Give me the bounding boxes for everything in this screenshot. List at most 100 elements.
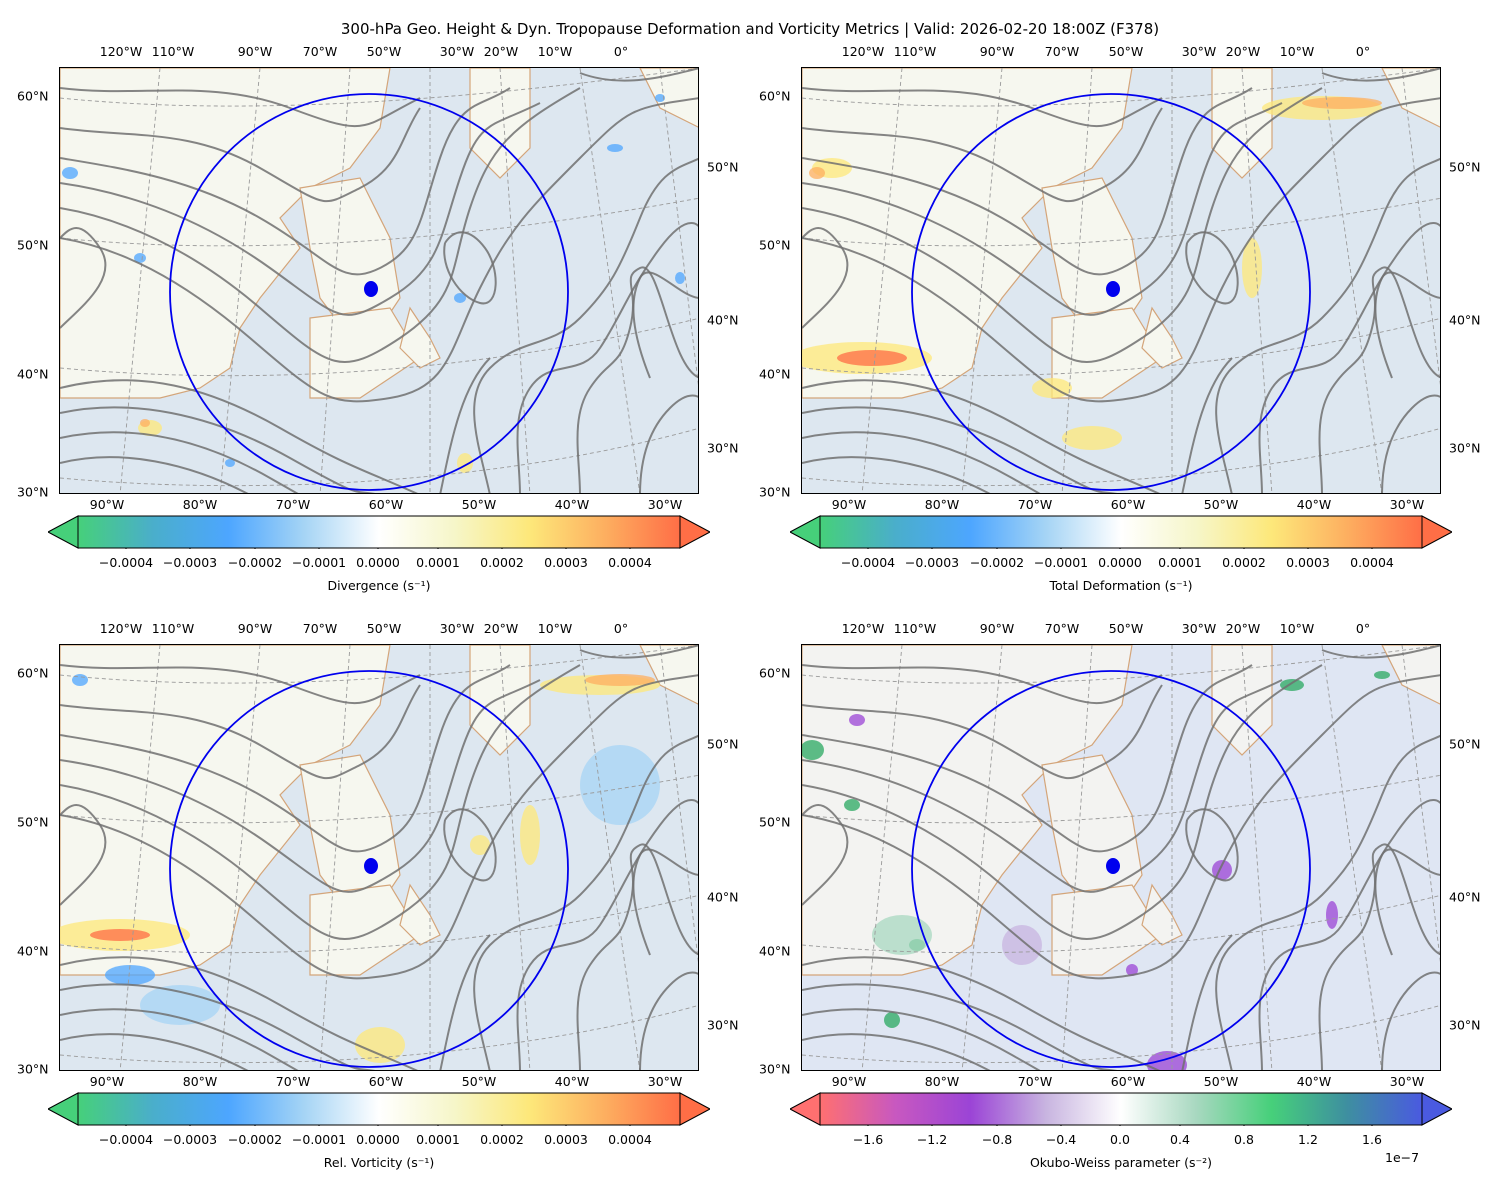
- geopotential-height-contour: [1258, 222, 1440, 493]
- field-contour-fill: [1374, 671, 1390, 679]
- geopotential-height-contour: [1258, 799, 1440, 1070]
- field-contour-fill: [1242, 238, 1262, 298]
- colorbar-tick-label: −0.0001: [291, 1132, 347, 1147]
- geopotential-height-contour: [639, 394, 698, 493]
- top-longitude-label: 10°W: [1279, 44, 1315, 59]
- field-contour-fill: [105, 965, 155, 985]
- left-latitude-label: 60°N: [759, 665, 791, 681]
- field-contour-fill: [1302, 97, 1382, 109]
- colorbar-tick-label: −0.0003: [904, 555, 960, 570]
- field-contour-fill: [1126, 964, 1138, 976]
- bottom-longitude-label: 90°W: [831, 1074, 867, 1089]
- map-panel-divergence: 120°W 110°W 90°W 70°W 50°W 30°W 20°W 10°W 0° 90°W…: [0, 0, 760, 593]
- geopotential-height-contour: [473, 157, 698, 493]
- geopotential-height-contour: [443, 808, 497, 882]
- geopotential-height-contour: [516, 799, 698, 1070]
- map-svg: [60, 645, 698, 1070]
- graticule-line: [861, 645, 903, 1070]
- colorbar-tick-label: −0.0002: [227, 1132, 283, 1147]
- graticule-line: [499, 68, 531, 493]
- colorbar-tick-label: 1.2: [1298, 1132, 1318, 1147]
- top-longitude-label: 20°W: [1225, 44, 1261, 59]
- map-svg: [802, 645, 1440, 1070]
- bottom-longitude-label: 80°W: [182, 497, 218, 512]
- geopotential-height-contour: [1181, 934, 1233, 1070]
- top-longitude-label: 10°W: [537, 621, 573, 636]
- colorbar: [48, 515, 710, 549]
- graticule-line: [60, 428, 698, 487]
- radius-circle: [169, 93, 569, 491]
- center-point-marker: [1106, 858, 1120, 874]
- top-longitude-label: 30°W: [439, 621, 475, 636]
- geopotential-height-contour: [802, 87, 1163, 128]
- bottom-longitude-label: 90°W: [831, 497, 867, 512]
- field-contour-fill: [72, 674, 88, 686]
- geopotential-height-contour: [802, 804, 849, 906]
- map-canvas[interactable]: [801, 67, 1441, 494]
- bottom-longitude-label: 60°W: [1110, 497, 1146, 512]
- graticule-line: [319, 645, 351, 1070]
- graticule-line: [60, 774, 698, 824]
- top-longitude-label: 50°W: [1108, 44, 1144, 59]
- colorbar: [790, 1092, 1452, 1126]
- geopotential-height-contour: [60, 674, 698, 980]
- top-longitude-label: 70°W: [1044, 621, 1080, 636]
- map-panel-total-deformation: 120°W 110°W 90°W 70°W 50°W 30°W 20°W 10°W 0° 90°W…: [742, 0, 1500, 593]
- geopotential-height-contour: [1181, 357, 1233, 493]
- graticule-line: [60, 895, 698, 954]
- graticule-line: [861, 68, 903, 493]
- geopotential-height-contour: [60, 1033, 249, 1070]
- geopotential-height-contour: [60, 664, 421, 705]
- coastline-land: [802, 68, 1133, 399]
- map-canvas[interactable]: [59, 644, 699, 1071]
- map-canvas[interactable]: [801, 644, 1441, 1071]
- colorbar-gradient: [819, 1092, 1423, 1126]
- right-latitude-label: 50°N: [1449, 736, 1481, 752]
- colorbar-tick-label: 0.4: [1170, 1132, 1190, 1147]
- geopotential-height-contour: [576, 843, 698, 1070]
- top-longitude-label: 120°W: [841, 621, 885, 636]
- geopotential-height-contour: [802, 456, 991, 493]
- bottom-longitude-label: 70°W: [1017, 1074, 1053, 1089]
- geopotential-height-contour: [1185, 231, 1239, 305]
- bottom-longitude-label: 40°W: [554, 497, 590, 512]
- top-longitude-label: 20°W: [483, 621, 519, 636]
- coastline-land: [60, 68, 391, 399]
- graticule-line: [961, 68, 1003, 493]
- graticule-line: [1241, 68, 1273, 493]
- geopotential-height-contour: [802, 664, 1323, 940]
- field-contour-fill: [454, 293, 466, 303]
- geopotential-height-contour: [1321, 645, 1440, 659]
- top-longitude-label: 120°W: [99, 44, 143, 59]
- map-canvas[interactable]: [59, 67, 699, 494]
- center-point-marker: [364, 858, 378, 874]
- graticule-line: [802, 428, 1440, 487]
- right-latitude-label: 30°N: [707, 440, 739, 456]
- field-contour-fill: [470, 835, 490, 855]
- colorbar-tick-label: 0.0000: [1098, 555, 1142, 570]
- graticule-line: [802, 1005, 1440, 1064]
- geopotential-height-contour: [60, 87, 511, 276]
- graticule-line: [802, 774, 1440, 824]
- top-longitude-label: 110°W: [893, 621, 937, 636]
- right-latitude-label: 40°N: [1449, 889, 1481, 905]
- field-contour-fill: [655, 94, 665, 102]
- graticule-line: [60, 318, 698, 377]
- field-contour-fill: [837, 350, 907, 366]
- bottom-longitude-label: 60°W: [368, 497, 404, 512]
- graticule-line: [219, 645, 261, 1070]
- geopotential-height-contour: [1318, 843, 1440, 1070]
- graticule-line: [802, 197, 1440, 247]
- geopotential-height-contour: [1374, 848, 1440, 956]
- graticule-line: [1061, 68, 1093, 493]
- map-panel-relative-vorticity: 120°W 110°W 90°W 70°W 50°W 30°W 20°W 10°W 0° 90°W…: [0, 577, 760, 1170]
- center-point-marker: [1106, 281, 1120, 297]
- geopotential-height-contour: [1215, 734, 1440, 1070]
- bottom-longitude-label: 80°W: [924, 1074, 960, 1089]
- geopotential-height-contour: [60, 87, 581, 363]
- colorbar: [790, 515, 1452, 549]
- geopotential-height-contour: [802, 102, 1283, 316]
- geopotential-height-contour: [60, 679, 541, 893]
- coastline-land: [1381, 68, 1440, 128]
- figure-title: 300-hPa Geo. Height & Dyn. Tropopause De…: [340, 20, 1160, 38]
